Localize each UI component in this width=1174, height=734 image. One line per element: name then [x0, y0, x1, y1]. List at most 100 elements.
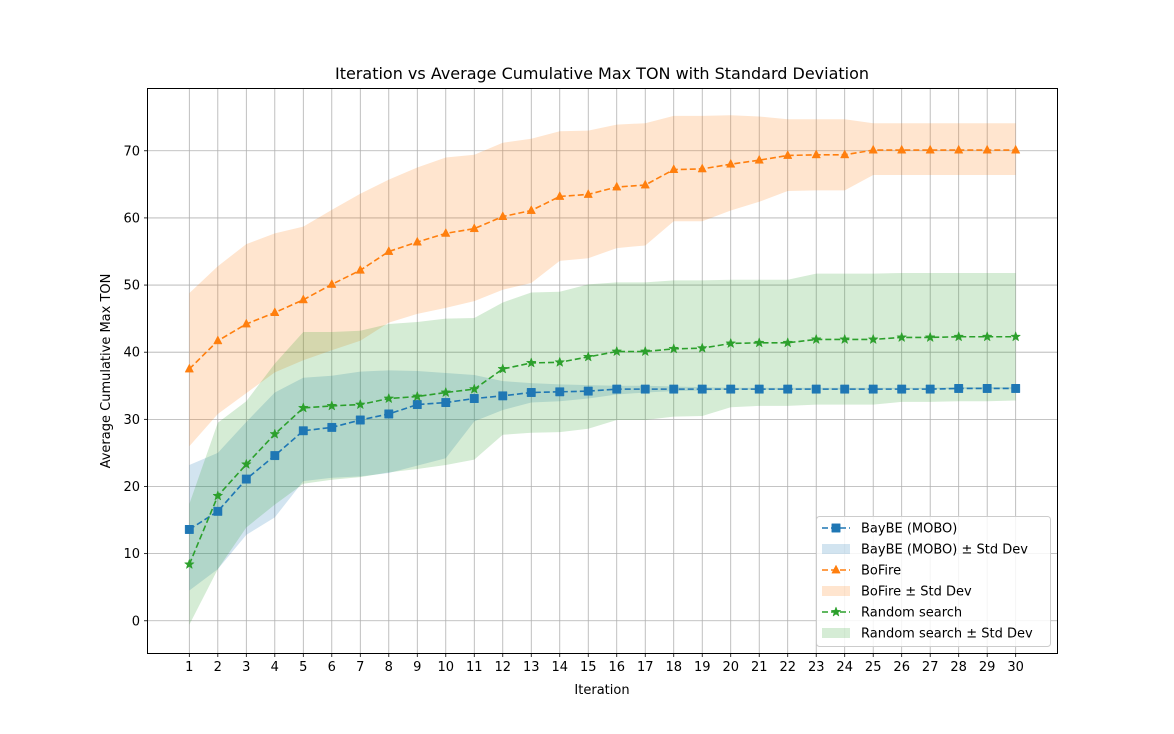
data-point — [583, 386, 593, 396]
data-point — [1010, 330, 1022, 342]
data-point — [981, 330, 993, 342]
data-point — [640, 384, 650, 394]
x-tick-label: 9 — [413, 660, 421, 675]
data-point — [468, 383, 480, 394]
std-dev-band — [189, 272, 1016, 625]
y-tick-label: 60 — [123, 211, 140, 226]
x-tick-label: 28 — [950, 660, 967, 675]
data-point — [668, 343, 680, 354]
x-tick-label: 24 — [836, 660, 853, 675]
chart-title: Iteration vs Average Cumulative Max TON … — [335, 64, 869, 83]
data-point — [897, 384, 907, 394]
series-line — [188, 387, 1016, 531]
data-point — [924, 331, 936, 343]
data-point — [783, 384, 793, 394]
x-tick-label: 4 — [271, 660, 279, 675]
data-point — [184, 363, 194, 373]
data-point — [298, 426, 308, 436]
data-point — [925, 144, 935, 154]
x-tick-label: 3 — [242, 660, 250, 675]
data-point — [725, 337, 737, 349]
data-point — [184, 525, 194, 534]
x-tick-label: 16 — [608, 660, 625, 675]
legend-marker — [831, 523, 841, 533]
data-point — [697, 163, 707, 173]
data-point — [612, 181, 622, 191]
data-point — [212, 490, 224, 501]
legend: BayBE (MOBO) BayBE (MOBO) ± Std Dev BoFire… — [816, 516, 1051, 647]
std-dev-band — [189, 115, 1016, 447]
y-tick-label: 30 — [123, 413, 140, 428]
x-tick-label: 12 — [494, 660, 511, 675]
data-point — [497, 363, 509, 374]
data-point — [213, 506, 223, 516]
data-point — [669, 164, 679, 173]
y-axis-label: Average Cumulative Max TON — [99, 274, 114, 469]
data-point — [582, 351, 594, 362]
series-line — [188, 149, 1016, 370]
data-point — [327, 279, 337, 288]
data-point — [867, 333, 879, 345]
data-point — [839, 333, 851, 345]
y-axis-ticks: 0 10 20 30 40 50 60 70 — [123, 144, 148, 629]
data-point — [555, 191, 565, 200]
data-point — [498, 211, 508, 220]
data-point — [726, 158, 736, 168]
data-point — [583, 189, 593, 198]
y-tick-label: 70 — [123, 144, 140, 159]
y-tick-label: 20 — [123, 480, 140, 495]
data-point — [782, 337, 794, 348]
data-point — [554, 356, 566, 367]
data-point — [411, 390, 423, 402]
data-point — [925, 384, 935, 394]
data-point — [270, 451, 280, 461]
legend-label: BayBE (MOBO) — [861, 522, 957, 537]
data-point — [270, 307, 280, 316]
data-point — [355, 264, 365, 274]
data-point — [612, 384, 622, 394]
x-tick-label: 19 — [694, 660, 711, 675]
x-tick-label: 27 — [922, 660, 939, 675]
data-point — [269, 428, 281, 439]
data-point — [726, 384, 736, 394]
data-point — [1011, 384, 1021, 393]
x-tick-label: 30 — [1007, 660, 1024, 675]
y-tick-label: 10 — [123, 547, 140, 562]
data-point — [241, 474, 251, 484]
std-dev-bands — [189, 115, 1016, 625]
data-point — [982, 144, 992, 154]
data-point — [811, 384, 821, 394]
data-point — [526, 205, 536, 214]
legend-band-swatch — [822, 586, 850, 596]
data-point — [384, 409, 394, 419]
x-tick-label: 2 — [214, 660, 222, 675]
data-point — [982, 384, 992, 393]
x-tick-label: 21 — [751, 660, 768, 675]
data-point — [326, 400, 338, 411]
series-markers — [183, 144, 1022, 570]
data-point — [526, 388, 536, 397]
data-point — [868, 144, 878, 154]
x-tick-label: 20 — [722, 660, 739, 675]
data-point — [868, 384, 878, 394]
plot-area-frame — [147, 88, 1058, 654]
x-tick-label: 26 — [893, 660, 910, 675]
legend-marker — [830, 606, 842, 617]
data-point — [469, 394, 479, 403]
x-tick-label: 13 — [523, 660, 540, 675]
data-point — [669, 384, 679, 394]
data-point — [840, 149, 850, 159]
data-point — [469, 223, 479, 233]
x-tick-label: 29 — [979, 660, 996, 675]
data-point — [498, 391, 508, 401]
legend-marker — [831, 564, 841, 574]
data-point — [183, 558, 195, 570]
data-point — [840, 384, 850, 394]
x-tick-label: 14 — [551, 660, 568, 675]
data-point — [753, 337, 765, 348]
x-tick-label: 18 — [665, 660, 682, 675]
data-point — [327, 422, 337, 432]
x-tick-label: 6 — [328, 660, 336, 675]
data-point — [555, 387, 565, 397]
